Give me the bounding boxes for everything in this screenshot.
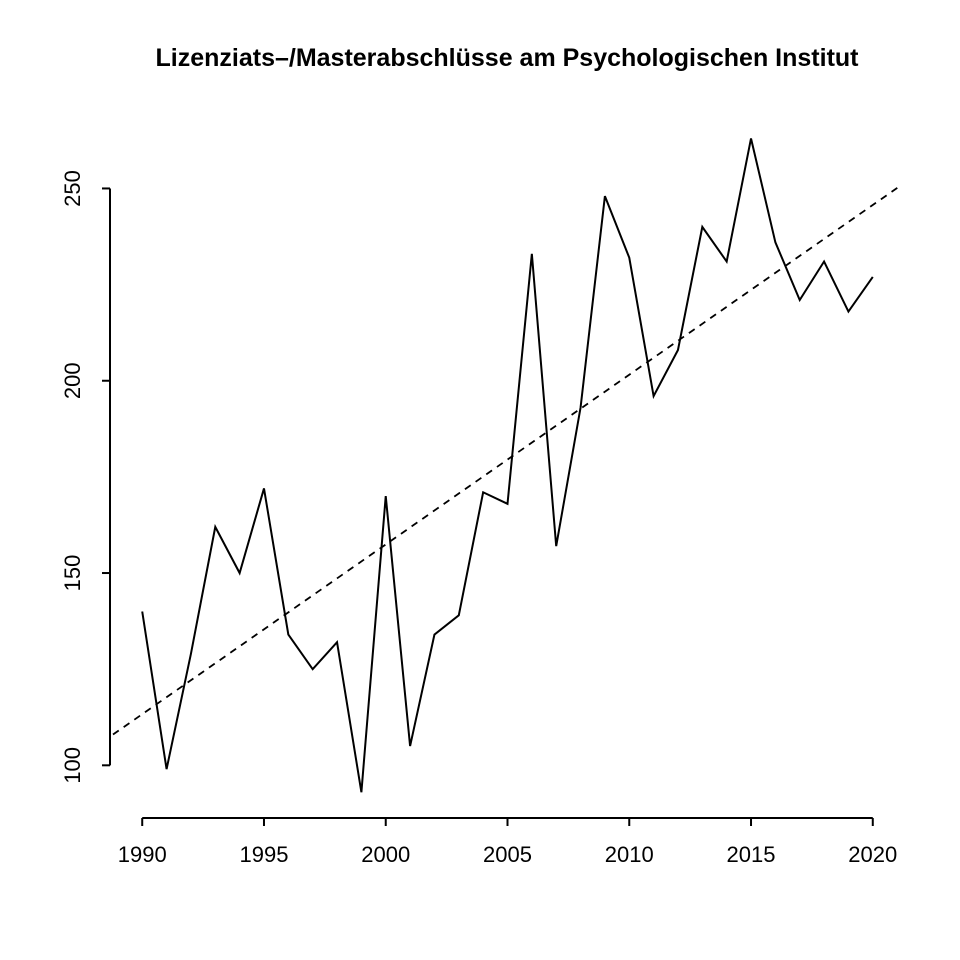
x-tick-label: 2005 xyxy=(483,842,532,867)
y-tick-label: 150 xyxy=(60,555,85,592)
x-tick-label: 1990 xyxy=(118,842,167,867)
y-tick-label: 250 xyxy=(60,170,85,207)
x-tick-label: 2010 xyxy=(605,842,654,867)
trend-dashed-line xyxy=(112,183,903,736)
x-tick-label: 1995 xyxy=(240,842,289,867)
x-tick-label: 2000 xyxy=(361,842,410,867)
x-tick-label: 2020 xyxy=(848,842,897,867)
x-tick-label: 2015 xyxy=(727,842,776,867)
chart-title: Lizenziats–/Masterabschlüsse am Psycholo… xyxy=(155,44,859,72)
data-solid-line xyxy=(141,138,874,793)
y-tick-label: 100 xyxy=(60,747,85,784)
y-tick-label: 200 xyxy=(60,362,85,399)
